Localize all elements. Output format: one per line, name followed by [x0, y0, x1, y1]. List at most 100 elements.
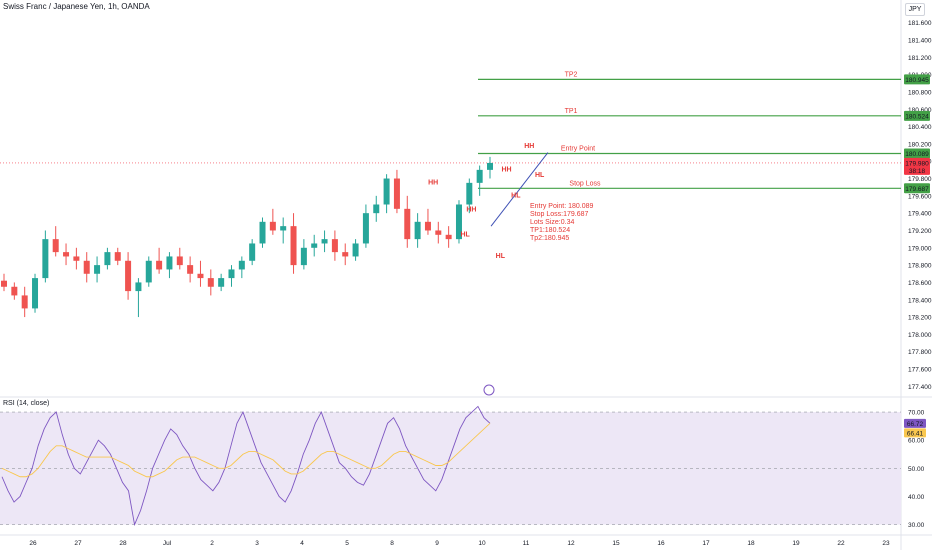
- time-axis-label: Jul: [163, 540, 172, 547]
- candle-body: [383, 178, 390, 205]
- candle-body: [207, 278, 214, 287]
- price-tick-label: 179.000: [908, 245, 932, 252]
- symbol-title: Swiss Franc / Japanese Yen, 1h, OANDA: [3, 2, 150, 11]
- candle-body: [311, 243, 318, 248]
- time-axis-label: 16: [657, 540, 665, 547]
- time-axis-label: 9: [435, 540, 439, 547]
- time-axis-label: 19: [792, 540, 800, 547]
- rsi-tick-label: 50.00: [908, 466, 925, 473]
- candle-body: [135, 282, 142, 292]
- time-axis-label: 11: [523, 540, 530, 547]
- candle-body: [404, 208, 411, 240]
- time-axis-label: 5: [345, 540, 349, 547]
- candle-body: [342, 252, 349, 257]
- level-price-tag-text: 180.945: [905, 77, 929, 84]
- price-tick-label: 178.400: [908, 297, 932, 304]
- candle-body: [156, 260, 163, 270]
- time-axis-label: 22: [837, 540, 845, 547]
- candle-body: [321, 239, 328, 244]
- swing-label: HH: [428, 180, 438, 187]
- rsi-title: RSI (14, close): [3, 400, 50, 407]
- swing-label: HL: [461, 232, 471, 239]
- swing-label: HH: [466, 206, 476, 213]
- rsi-tick-label: 40.00: [908, 494, 925, 501]
- candle-body: [269, 221, 276, 231]
- candle-body: [249, 243, 256, 261]
- swing-label: HL: [511, 193, 521, 200]
- rsi-value-tag-text: 66.72: [907, 421, 924, 428]
- time-axis-label: 27: [74, 540, 82, 547]
- candle-body: [259, 221, 266, 244]
- candle-body: [73, 256, 80, 261]
- time-axis-label: 26: [29, 540, 37, 547]
- candle-body: [94, 265, 101, 274]
- candle-body: [352, 243, 359, 257]
- price-tick-label: 180.800: [908, 89, 932, 96]
- time-axis-label: 3: [255, 540, 259, 547]
- trend-line: [490, 152, 549, 227]
- candle-body: [114, 252, 121, 261]
- level-price-tag-text: 179.687: [905, 186, 929, 193]
- candle-body: [1, 280, 7, 287]
- price-tick-label: 178.000: [908, 332, 932, 339]
- level-price-tag-text: 180.089: [905, 151, 929, 158]
- rsi-line: [1, 405, 491, 527]
- swing-label: HL: [535, 172, 545, 179]
- candle-body: [187, 265, 194, 274]
- level-label: TP1: [565, 108, 578, 115]
- price-tick-label: 180.200: [908, 141, 932, 148]
- candle-body: [218, 278, 225, 287]
- candle-body: [63, 252, 70, 257]
- candle-body: [476, 169, 483, 183]
- time-axis-label: 2: [210, 540, 214, 547]
- level-label: TP2: [565, 71, 578, 78]
- price-tick-label: 179.800: [908, 176, 932, 183]
- time-axis-label: 28: [119, 540, 127, 547]
- time-axis-label: 12: [567, 540, 575, 547]
- price-tick-label: 180.400: [908, 124, 932, 131]
- candle-body: [176, 256, 183, 266]
- trade-info-line: Entry Point: 180.089: [530, 203, 594, 210]
- candle-body: [290, 226, 297, 266]
- candle-body: [393, 178, 400, 209]
- candle-body: [104, 252, 111, 266]
- trade-info-line: Tp2:180.945: [530, 235, 569, 242]
- candle-body: [125, 260, 132, 292]
- candle-body: [228, 269, 235, 279]
- flash-icon: [483, 384, 495, 396]
- swing-label: HH: [524, 143, 534, 150]
- rsi-value-tag: [904, 418, 926, 428]
- time-axis-label: 4: [300, 540, 304, 547]
- level-price-tag: [904, 183, 930, 194]
- price-tick-label: 181.400: [908, 37, 932, 44]
- time-axis-label: 8: [390, 540, 394, 547]
- candle-body: [21, 295, 28, 309]
- rsi-ma-line: [1, 422, 491, 478]
- current-price-tag: [904, 157, 930, 175]
- price-tick-label: 177.800: [908, 349, 932, 356]
- price-tick-label: 180.600: [908, 107, 932, 114]
- level-price-tag: [904, 110, 930, 121]
- candle-body: [280, 226, 287, 231]
- trade-info-line: Stop Loss:179.687: [530, 211, 588, 218]
- price-tick-label: 178.200: [908, 315, 932, 322]
- rsi-ma-tag: [904, 428, 926, 438]
- candle-body: [83, 260, 90, 274]
- candle-body: [466, 182, 473, 205]
- candle-body: [487, 162, 493, 170]
- candle-body: [32, 278, 39, 309]
- time-axis-label: 18: [747, 540, 755, 547]
- currency-badge[interactable]: JPY: [905, 3, 925, 16]
- rsi-tick-label: 70.00: [908, 410, 925, 417]
- candle-body: [166, 256, 173, 270]
- candle-body: [11, 286, 18, 296]
- candle-body: [42, 239, 49, 279]
- candle-body: [424, 221, 431, 231]
- level-label: Stop Loss: [569, 180, 601, 187]
- time-axis-label: 23: [882, 540, 890, 547]
- level-label: Entry Point: [561, 145, 595, 152]
- trade-info-line: Lots Size:0.34: [530, 219, 574, 226]
- price-tick-label: 177.400: [908, 384, 932, 391]
- level-price-tag: [904, 74, 930, 85]
